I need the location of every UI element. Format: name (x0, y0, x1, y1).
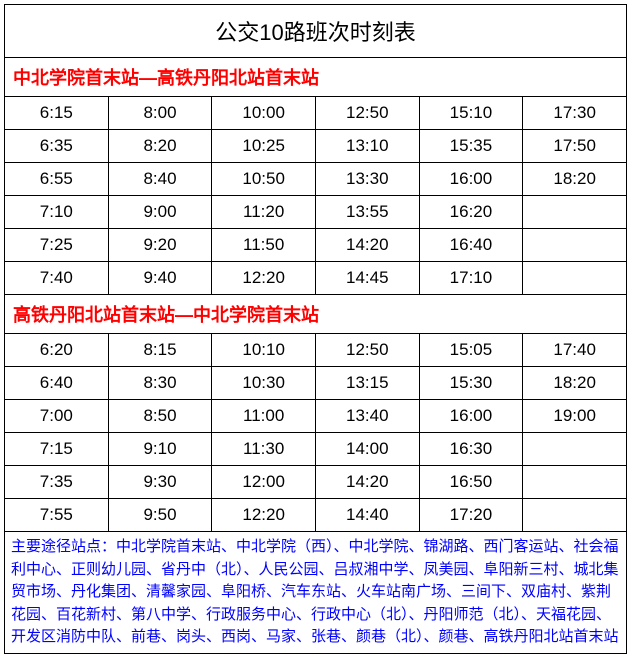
time-cell: 11:00 (212, 400, 316, 433)
time-cell: 12:50 (315, 97, 419, 130)
time-cell: 8:30 (108, 367, 212, 400)
time-cell (523, 466, 627, 499)
time-cell: 11:30 (212, 433, 316, 466)
time-cell: 12:50 (315, 334, 419, 367)
time-cell: 6:55 (5, 163, 109, 196)
time-cell: 16:40 (419, 229, 523, 262)
time-cell: 15:30 (419, 367, 523, 400)
time-cell: 13:40 (315, 400, 419, 433)
time-cell: 10:10 (212, 334, 316, 367)
time-cell: 11:20 (212, 196, 316, 229)
time-cell: 11:50 (212, 229, 316, 262)
time-cell: 6:15 (5, 97, 109, 130)
time-cell: 15:35 (419, 130, 523, 163)
time-cell (523, 499, 627, 532)
time-cell: 7:25 (5, 229, 109, 262)
time-cell: 12:20 (212, 499, 316, 532)
time-cell: 8:40 (108, 163, 212, 196)
time-cell: 9:10 (108, 433, 212, 466)
time-cell (523, 196, 627, 229)
time-cell: 14:20 (315, 466, 419, 499)
time-cell: 7:15 (5, 433, 109, 466)
time-cell: 16:00 (419, 400, 523, 433)
time-cell: 9:40 (108, 262, 212, 295)
footer-stops: 主要途径站点：中北学院首末站、中北学院（西）、中北学院、锦湖路、西门客运站、社会… (5, 532, 627, 654)
time-cell: 13:55 (315, 196, 419, 229)
time-cell: 15:10 (419, 97, 523, 130)
time-cell: 12:00 (212, 466, 316, 499)
time-cell (523, 262, 627, 295)
time-cell: 13:30 (315, 163, 419, 196)
time-cell: 16:50 (419, 466, 523, 499)
time-cell: 7:55 (5, 499, 109, 532)
time-cell: 12:20 (212, 262, 316, 295)
time-cell: 14:45 (315, 262, 419, 295)
time-cell: 16:00 (419, 163, 523, 196)
time-cell: 6:40 (5, 367, 109, 400)
time-cell: 10:50 (212, 163, 316, 196)
direction-header: 中北学院首末站—高铁丹阳北站首末站 (5, 58, 627, 97)
time-cell: 15:05 (419, 334, 523, 367)
time-cell: 17:10 (419, 262, 523, 295)
time-cell: 6:20 (5, 334, 109, 367)
time-cell: 7:00 (5, 400, 109, 433)
time-cell: 17:50 (523, 130, 627, 163)
time-cell: 8:15 (108, 334, 212, 367)
time-cell: 6:35 (5, 130, 109, 163)
time-cell: 18:20 (523, 367, 627, 400)
time-cell: 13:10 (315, 130, 419, 163)
time-cell: 8:20 (108, 130, 212, 163)
time-cell: 17:40 (523, 334, 627, 367)
time-cell: 8:00 (108, 97, 212, 130)
time-cell: 10:30 (212, 367, 316, 400)
time-cell: 16:20 (419, 196, 523, 229)
schedule-table: 公交10路班次时刻表中北学院首末站—高铁丹阳北站首末站6:158:0010:00… (4, 4, 627, 654)
time-cell: 17:30 (523, 97, 627, 130)
time-cell: 19:00 (523, 400, 627, 433)
time-cell: 7:10 (5, 196, 109, 229)
time-cell: 9:50 (108, 499, 212, 532)
time-cell: 10:25 (212, 130, 316, 163)
time-cell: 14:20 (315, 229, 419, 262)
time-cell (523, 433, 627, 466)
time-cell: 8:50 (108, 400, 212, 433)
direction-header: 高铁丹阳北站首末站—中北学院首末站 (5, 295, 627, 334)
time-cell: 9:00 (108, 196, 212, 229)
time-cell: 17:20 (419, 499, 523, 532)
table-title: 公交10路班次时刻表 (5, 5, 627, 58)
time-cell: 10:00 (212, 97, 316, 130)
time-cell: 9:30 (108, 466, 212, 499)
time-cell: 14:00 (315, 433, 419, 466)
time-cell (523, 229, 627, 262)
time-cell: 7:40 (5, 262, 109, 295)
time-cell: 7:35 (5, 466, 109, 499)
time-cell: 9:20 (108, 229, 212, 262)
time-cell: 16:30 (419, 433, 523, 466)
time-cell: 13:15 (315, 367, 419, 400)
time-cell: 14:40 (315, 499, 419, 532)
time-cell: 18:20 (523, 163, 627, 196)
